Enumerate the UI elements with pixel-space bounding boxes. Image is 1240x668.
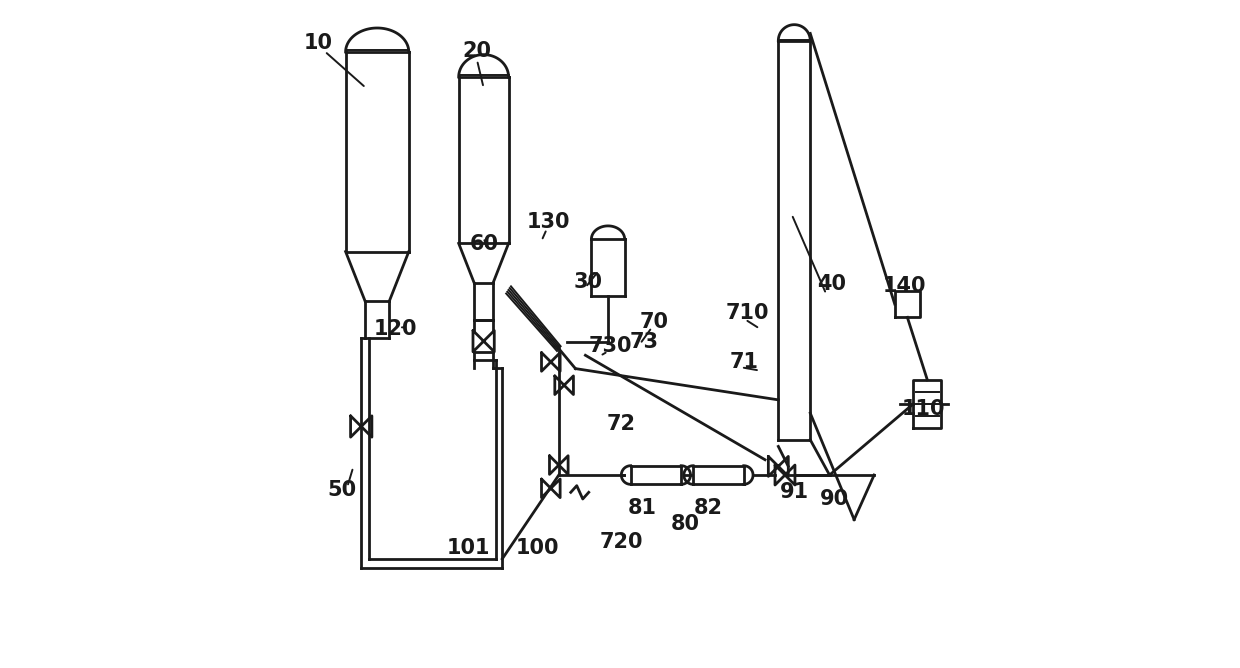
Text: 130: 130 [527,212,570,232]
Text: 120: 120 [374,319,418,339]
Text: 140: 140 [883,276,926,296]
Text: 710: 710 [725,303,770,323]
Text: 82: 82 [693,498,723,518]
Text: 81: 81 [627,498,656,518]
Text: 91: 91 [780,482,808,502]
Text: 10: 10 [304,33,332,53]
Text: 80: 80 [671,514,699,534]
Text: 101: 101 [446,538,490,558]
Text: 70: 70 [640,312,670,332]
Text: 73: 73 [630,332,658,352]
Text: 90: 90 [820,489,848,509]
Text: 720: 720 [600,532,644,552]
Text: 71: 71 [729,352,758,372]
Text: 60: 60 [470,234,498,255]
Text: 100: 100 [516,538,559,558]
Text: 50: 50 [327,480,356,500]
Text: 30: 30 [574,272,603,292]
Text: 730: 730 [589,336,632,356]
Text: 72: 72 [606,413,636,434]
Text: 40: 40 [817,274,846,294]
Text: 110: 110 [901,399,945,419]
Text: 20: 20 [463,41,491,61]
